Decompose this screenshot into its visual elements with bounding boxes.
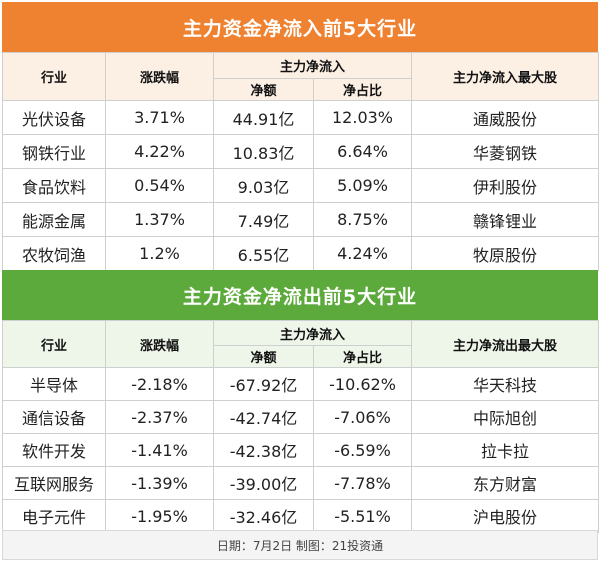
ratio-cell: -10.62% (312, 367, 413, 401)
ratio-cell: 8.75% (312, 202, 413, 237)
stock-cell: 拉卡拉 (411, 433, 600, 467)
industry-cell: 通信设备 (2, 400, 106, 434)
ratio-cell: 5.09% (312, 168, 413, 203)
stock-cell: 牧原股份 (411, 236, 600, 271)
table-row: 钢铁行业 4.22% 10.83亿 6.64% 华菱钢铁 (2, 134, 600, 169)
ratio-cell: 4.24% (312, 236, 413, 271)
header-main-flow: 主力净流入 (212, 320, 413, 346)
industry-cell: 软件开发 (2, 433, 106, 467)
industry-cell: 农牧饲渔 (2, 236, 106, 271)
industry-cell: 互联网服务 (2, 466, 106, 500)
outflow-table: 行业 涨跌幅 主力净流入 主力净流出最大股 净额 净占比 半导体 -2.18% … (2, 320, 600, 533)
table-row: 光伏设备 3.71% 44.91亿 12.03% 通威股份 (2, 100, 600, 135)
amount-cell: -39.00亿 (213, 466, 314, 500)
stock-cell: 伊利股份 (411, 168, 600, 203)
table-row: 半导体 -2.18% -67.92亿 -10.62% 华天科技 (2, 367, 600, 401)
header-net-ratio: 净占比 (312, 345, 413, 368)
amount-cell: 44.91亿 (213, 100, 314, 135)
amount-cell: 10.83亿 (213, 134, 314, 169)
header-net-amount: 净额 (213, 345, 314, 368)
amount-cell: -67.92亿 (213, 367, 314, 401)
header-change: 涨跌幅 (105, 52, 214, 101)
change-cell: -1.41% (105, 433, 214, 467)
table-row: 食品饮料 0.54% 9.03亿 5.09% 伊利股份 (2, 168, 600, 203)
amount-cell: 7.49亿 (213, 202, 314, 237)
change-cell: 4.22% (105, 134, 214, 169)
change-cell: -1.39% (105, 466, 214, 500)
header-change: 涨跌幅 (105, 320, 214, 368)
header-top-stock: 主力净流出最大股 (411, 320, 600, 368)
amount-cell: -42.38亿 (213, 433, 314, 467)
table-row: 农牧饲渔 1.2% 6.55亿 4.24% 牧原股份 (2, 236, 600, 271)
industry-cell: 能源金属 (2, 202, 106, 237)
table-row: 电子元件 -1.95% -32.46亿 -5.51% 沪电股份 (2, 499, 600, 533)
ratio-cell: -5.51% (312, 499, 413, 533)
outflow-title: 主力资金净流出前5大行业 (2, 270, 598, 320)
stock-cell: 沪电股份 (411, 499, 600, 533)
industry-cell: 食品饮料 (2, 168, 106, 203)
header-industry: 行业 (2, 52, 106, 101)
header-main-flow: 主力净流入 (212, 52, 413, 79)
change-cell: 1.2% (105, 236, 214, 271)
industry-cell: 钢铁行业 (2, 134, 106, 169)
ratio-cell: -7.06% (312, 400, 413, 434)
inflow-table: 行业 涨跌幅 主力净流入 主力净流入最大股 净额 净占比 光伏设备 3.71% … (2, 52, 600, 271)
inflow-title: 主力资金净流入前5大行业 (2, 2, 598, 52)
stock-cell: 中际旭创 (411, 400, 600, 434)
stock-cell: 华天科技 (411, 367, 600, 401)
ratio-cell: -6.59% (312, 433, 413, 467)
change-cell: 0.54% (105, 168, 214, 203)
stock-cell: 赣锋锂业 (411, 202, 600, 237)
table-row: 软件开发 -1.41% -42.38亿 -6.59% 拉卡拉 (2, 433, 600, 467)
amount-cell: 6.55亿 (213, 236, 314, 271)
footer-credit: 日期：7月2日 制图：21投资通 (2, 530, 598, 560)
industry-cell: 半导体 (2, 367, 106, 401)
change-cell: 3.71% (105, 100, 214, 135)
industry-cell: 光伏设备 (2, 100, 106, 135)
ratio-cell: -7.78% (312, 466, 413, 500)
industry-cell: 电子元件 (2, 499, 106, 533)
header-net-ratio: 净占比 (312, 78, 413, 101)
stock-cell: 通威股份 (411, 100, 600, 135)
header-net-amount: 净额 (213, 78, 314, 101)
change-cell: -2.18% (105, 367, 214, 401)
ratio-cell: 6.64% (312, 134, 413, 169)
stock-cell: 东方财富 (411, 466, 600, 500)
stock-cell: 华菱钢铁 (411, 134, 600, 169)
change-cell: -2.37% (105, 400, 214, 434)
amount-cell: -42.74亿 (213, 400, 314, 434)
amount-cell: -32.46亿 (213, 499, 314, 533)
table-row: 能源金属 1.37% 7.49亿 8.75% 赣锋锂业 (2, 202, 600, 237)
table-row: 通信设备 -2.37% -42.74亿 -7.06% 中际旭创 (2, 400, 600, 434)
header-top-stock: 主力净流入最大股 (411, 52, 600, 101)
amount-cell: 9.03亿 (213, 168, 314, 203)
header-industry: 行业 (2, 320, 106, 368)
change-cell: 1.37% (105, 202, 214, 237)
change-cell: -1.95% (105, 499, 214, 533)
ratio-cell: 12.03% (312, 100, 413, 135)
table-row: 互联网服务 -1.39% -39.00亿 -7.78% 东方财富 (2, 466, 600, 500)
